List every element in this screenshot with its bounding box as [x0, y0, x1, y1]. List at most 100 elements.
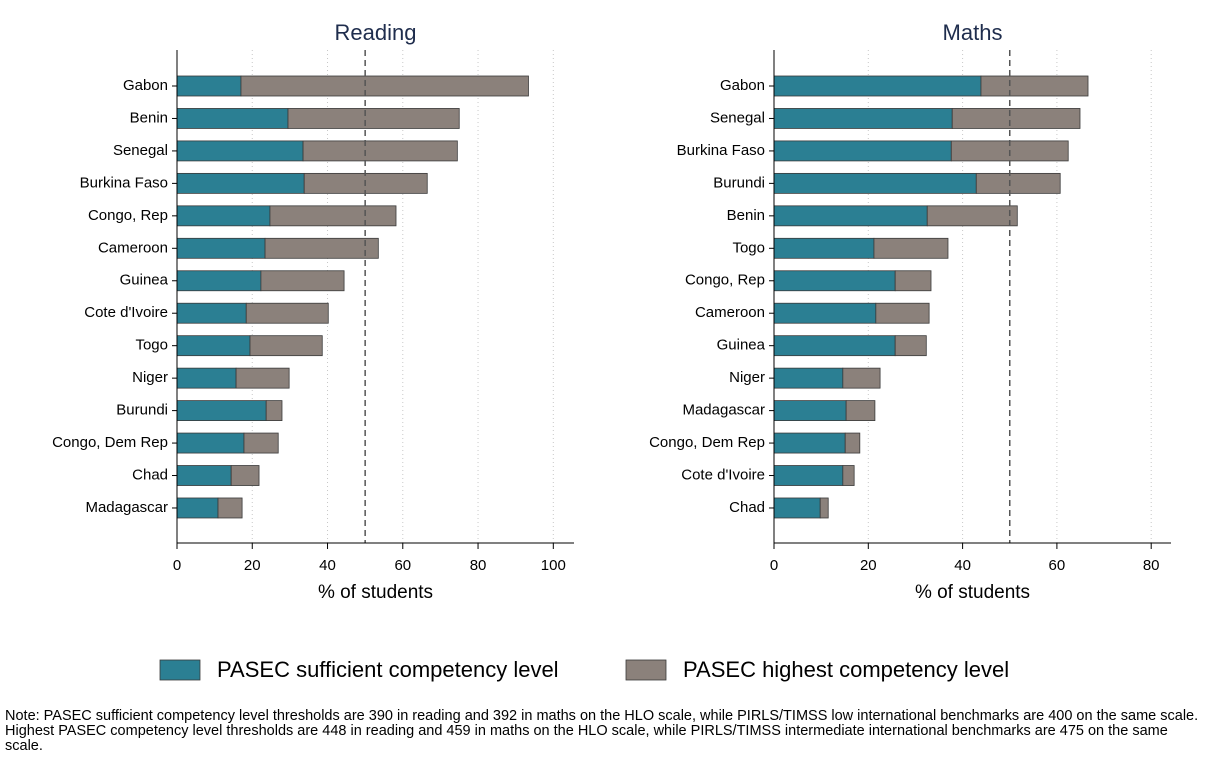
bar-segment	[842, 367, 881, 389]
bar-segment	[217, 497, 243, 519]
bar-segment	[980, 75, 1089, 97]
bar-segment	[260, 270, 345, 292]
bar-segment	[176, 237, 266, 259]
bar-segment	[265, 400, 283, 422]
y-tick-label: Congo, Dem Rep	[52, 434, 168, 451]
x-tick-label: 20	[244, 557, 261, 574]
x-tick-label: 80	[470, 557, 487, 574]
bar-segment	[894, 335, 927, 357]
bar-segment	[176, 205, 271, 227]
bar-segment	[773, 497, 821, 519]
y-tick-label: Chad	[729, 499, 765, 516]
y-tick-label: Guinea	[120, 272, 169, 289]
note: Note: PASEC sufficient competency level …	[5, 709, 1205, 754]
y-tick-label: Madagascar	[85, 499, 168, 516]
x-tick-label: 40	[319, 557, 336, 574]
bar-segment	[176, 302, 247, 324]
bar-segment	[176, 270, 262, 292]
y-tick-label: Niger	[132, 369, 168, 386]
bar-segment	[243, 432, 279, 454]
y-tick-label: Cameroon	[695, 304, 765, 321]
bar-segment	[773, 302, 877, 324]
y-tick-label: Senegal	[113, 142, 168, 159]
bar-segment	[844, 432, 861, 454]
bar-segment	[773, 237, 875, 259]
x-tick-label: 100	[541, 557, 566, 574]
bar-segment	[249, 335, 323, 357]
chart-title: Reading	[335, 20, 417, 45]
legend-swatch	[159, 659, 201, 681]
bar-segment	[773, 172, 977, 194]
bar-segment	[773, 465, 844, 486]
bar-segment	[176, 172, 305, 194]
y-tick-label: Benin	[727, 207, 765, 224]
bar-segment	[951, 108, 1081, 129]
bar-segment	[269, 205, 397, 227]
bar-segment	[235, 367, 290, 389]
y-tick-label: Burundi	[713, 174, 765, 191]
bar-segment	[873, 237, 949, 259]
y-tick-label: Gabon	[720, 77, 765, 94]
y-tick-label: Gabon	[123, 77, 168, 94]
bar-segment	[773, 205, 928, 227]
x-axis-label: % of students	[915, 582, 1030, 603]
note-line: Note: PASEC sufficient competency level …	[5, 708, 1199, 724]
bar-segment	[302, 140, 458, 162]
bar-segment	[176, 400, 267, 422]
bar-segment	[773, 140, 952, 162]
bar-segment	[773, 432, 846, 454]
y-tick-label: Congo, Rep	[685, 272, 765, 289]
y-tick-label: Chad	[132, 466, 168, 483]
y-tick-label: Guinea	[717, 337, 766, 354]
y-tick-label: Burkina Faso	[80, 174, 168, 191]
bar-segment	[773, 270, 896, 292]
x-tick-label: 40	[954, 557, 971, 574]
bar-segment	[975, 172, 1061, 194]
x-tick-label: 60	[1049, 557, 1066, 574]
y-tick-label: Congo, Dem Rep	[649, 434, 765, 451]
y-tick-label: Togo	[732, 239, 765, 256]
bar-segment	[842, 465, 855, 486]
x-tick-label: 0	[173, 557, 181, 574]
bar-segment	[773, 400, 847, 422]
y-tick-label: Togo	[135, 337, 168, 354]
bar-segment	[264, 237, 379, 259]
bar-segment	[176, 335, 251, 357]
chart: Reading 0 20 40 60 80 100 % of students Gabon Ben…	[52, 20, 1171, 682]
bar-segment	[926, 205, 1018, 227]
x-tick-label: 20	[860, 557, 877, 574]
y-tick-label: Congo, Rep	[88, 207, 168, 224]
bar-segment	[176, 465, 232, 486]
bar-segment	[845, 400, 876, 422]
bar-segment	[240, 75, 529, 97]
y-tick-label: Senegal	[710, 109, 765, 126]
bar-segment	[875, 302, 930, 324]
legend-swatch	[625, 659, 667, 681]
bar-segment	[176, 140, 304, 162]
chart-title: Maths	[943, 20, 1003, 45]
bar-segment	[176, 108, 289, 129]
bar-segment	[894, 270, 932, 292]
bar-segment	[230, 465, 260, 486]
y-tick-label: Burundi	[116, 402, 168, 419]
bar-segment	[773, 367, 844, 389]
y-tick-label: Madagascar	[682, 402, 765, 419]
y-tick-label: Cameroon	[98, 239, 168, 256]
bar-segment	[176, 75, 242, 97]
y-tick-label: Niger	[729, 369, 765, 386]
legend-label: PASEC highest competency level	[683, 657, 1009, 682]
x-axis-label: % of students	[318, 582, 433, 603]
y-tick-label: Benin	[130, 109, 168, 126]
y-tick-label: Cote d'Ivoire	[84, 304, 168, 321]
bar-segment	[245, 302, 329, 324]
y-tick-label: Burkina Faso	[677, 142, 765, 159]
bar-segment	[176, 367, 237, 389]
bar-segment	[176, 497, 219, 519]
bar-segment	[773, 75, 982, 97]
bar-segment	[773, 108, 953, 129]
x-tick-label: 80	[1143, 557, 1160, 574]
bar-segment	[773, 335, 896, 357]
bar-segment	[176, 432, 245, 454]
note-line: Highest PASEC competency level threshold…	[5, 723, 1168, 754]
